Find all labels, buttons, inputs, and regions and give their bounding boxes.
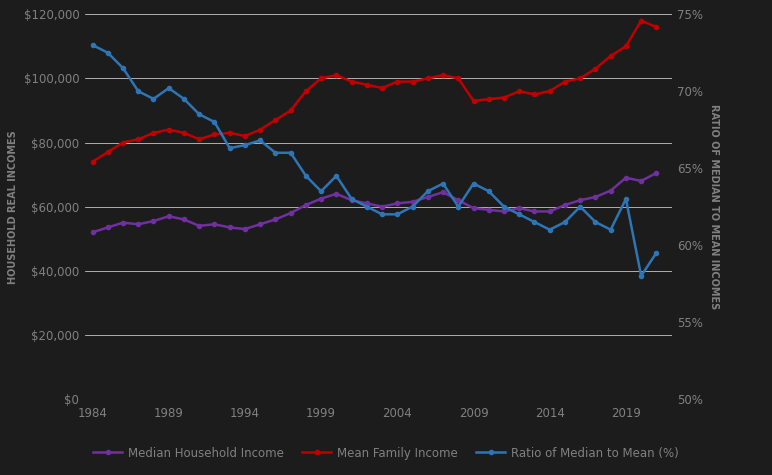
- Y-axis label: RATIO OF MEDIAN TO MEAN INCOMES: RATIO OF MEDIAN TO MEAN INCOMES: [709, 104, 720, 309]
- Y-axis label: HOUSEHOLD REAL INCOMES: HOUSEHOLD REAL INCOMES: [8, 130, 18, 284]
- Legend: Median Household Income, Mean Family Income, Ratio of Median to Mean (%): Median Household Income, Mean Family Inc…: [88, 442, 684, 465]
